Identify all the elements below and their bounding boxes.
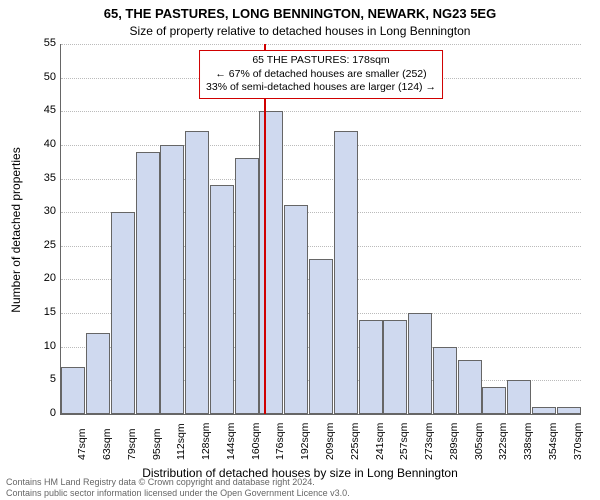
y-tick: 40 (30, 138, 56, 150)
bar (136, 152, 160, 414)
bar (160, 145, 184, 414)
bar (61, 367, 85, 414)
x-tick: 305sqm (473, 423, 485, 460)
y-tick: 30 (30, 205, 56, 217)
x-tick: 370sqm (572, 423, 584, 460)
x-tick: 112sqm (175, 423, 187, 460)
y-tick: 50 (30, 71, 56, 83)
attribution-line1: Contains HM Land Registry data © Crown c… (6, 477, 350, 487)
x-tick: 95sqm (151, 428, 163, 460)
y-tick: 55 (30, 37, 56, 49)
callout-line1: 65 THE PASTURES: 178sqm (206, 54, 436, 68)
callout-box: 65 THE PASTURES: 178sqm ← 67% of detache… (199, 50, 443, 99)
attribution-line2: Contains public sector information licen… (6, 488, 350, 498)
x-tick: 289sqm (448, 423, 460, 460)
plot-area: 65 THE PASTURES: 178sqm ← 67% of detache… (60, 44, 581, 415)
x-tick: 354sqm (547, 423, 559, 460)
bar (259, 111, 283, 414)
y-tick: 45 (30, 104, 56, 116)
bar (334, 131, 358, 414)
bar (284, 205, 308, 414)
x-tick: 338sqm (522, 423, 534, 460)
bar (359, 320, 383, 414)
x-tick: 241sqm (374, 423, 386, 460)
chart-subtitle: Size of property relative to detached ho… (0, 24, 600, 38)
x-tick: 225sqm (349, 423, 361, 460)
y-tick: 35 (30, 172, 56, 184)
x-tick: 257sqm (398, 423, 410, 460)
x-tick: 144sqm (225, 423, 237, 460)
y-tick: 10 (30, 340, 56, 352)
bar (210, 185, 234, 414)
bar (458, 360, 482, 414)
bar (185, 131, 209, 414)
x-tick: 47sqm (76, 428, 88, 460)
x-tick: 160sqm (250, 423, 262, 460)
x-tick: 209sqm (324, 423, 336, 460)
bar (507, 380, 531, 414)
bars-group (61, 44, 581, 414)
x-tick: 322sqm (497, 423, 509, 460)
y-tick: 20 (30, 272, 56, 284)
x-tick: 63sqm (101, 428, 113, 460)
bar (309, 259, 333, 414)
callout-line3: 33% of semi-detached houses are larger (… (206, 81, 436, 95)
bar (482, 387, 506, 414)
x-tick: 192sqm (299, 423, 311, 460)
bar (557, 407, 581, 414)
y-tick: 5 (30, 373, 56, 385)
x-tick: 79sqm (126, 428, 138, 460)
bar (86, 333, 110, 414)
chart-title: 65, THE PASTURES, LONG BENNINGTON, NEWAR… (0, 6, 600, 21)
attribution: Contains HM Land Registry data © Crown c… (6, 477, 350, 498)
bar (235, 158, 259, 414)
bar (433, 347, 457, 414)
chart-container: 65, THE PASTURES, LONG BENNINGTON, NEWAR… (0, 0, 600, 500)
y-tick: 25 (30, 239, 56, 251)
y-tick: 0 (30, 407, 56, 419)
bar (111, 212, 135, 414)
bar (532, 407, 556, 414)
marker-line (264, 44, 266, 414)
bar (408, 313, 432, 414)
y-axis-label: Number of detached properties (9, 147, 23, 312)
x-tick: 273sqm (423, 423, 435, 460)
x-tick: 128sqm (200, 423, 212, 460)
x-tick: 176sqm (274, 423, 286, 460)
callout-line2: ← 67% of detached houses are smaller (25… (206, 68, 436, 82)
bar (383, 320, 407, 414)
y-tick: 15 (30, 306, 56, 318)
